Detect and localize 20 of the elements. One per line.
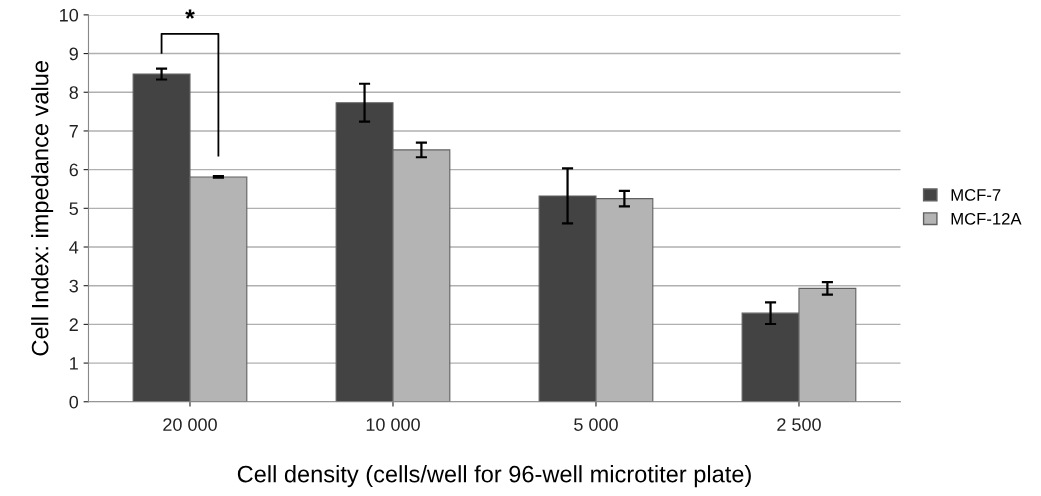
y-tick-label: 8 xyxy=(69,86,78,99)
x-tick-label: 10 000 xyxy=(366,418,420,431)
y-tick-label: 9 xyxy=(69,47,78,61)
x-tick-label: 2 500 xyxy=(777,418,821,431)
y-tick-label: 7 xyxy=(69,125,78,138)
y-tick-label: 4 xyxy=(69,241,79,254)
x-tick-label: 20 000 xyxy=(163,418,217,431)
x-axis-title: Cell density (cells/well for 96-well microtiter plate) xyxy=(237,465,751,488)
y-tick-label: 2 xyxy=(69,318,78,331)
y-tick-label: 6 xyxy=(69,163,78,177)
y-tick-label: 5 xyxy=(69,202,79,216)
y-tick-label: 3 xyxy=(69,279,78,293)
x-tick-label: 5 000 xyxy=(574,418,618,431)
legend-label: MCF-12A xyxy=(951,212,1022,225)
y-tick-label: 10 xyxy=(60,8,79,22)
annotation: * xyxy=(185,9,195,19)
y-tick-label: 0 xyxy=(69,395,79,409)
legend-label: MCF-7 xyxy=(951,189,1001,201)
y-axis-title: Cell Index: impedance value xyxy=(31,61,54,356)
y-tick-label: 1 xyxy=(70,357,78,370)
